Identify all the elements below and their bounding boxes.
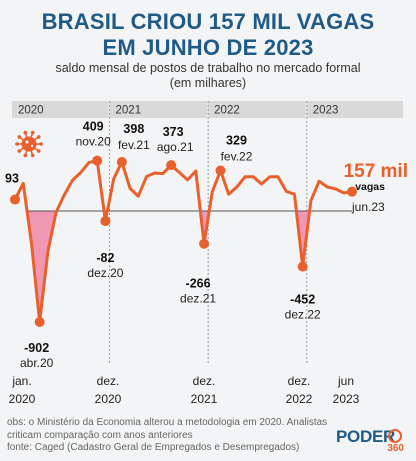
annotation-point <box>34 317 45 327</box>
virus-spike-tip <box>23 130 28 135</box>
virus-spike-tip <box>39 142 43 146</box>
annotation-date: nov.20 <box>76 135 111 149</box>
year-band-label: 2020 <box>18 105 44 117</box>
annotation-date: abr.20 <box>20 356 54 370</box>
x-tick-label: dez. <box>97 374 120 388</box>
x-tick-label: dez. <box>288 374 311 388</box>
virus-spike-tip <box>23 153 28 158</box>
annotation-value: 409 <box>83 120 104 134</box>
annotation-point <box>166 160 177 171</box>
virus-spike-tip <box>15 142 19 146</box>
annotation-date: dez.20 <box>87 266 123 280</box>
x-tick-year: 2021 <box>191 392 218 406</box>
annotation-value: -266 <box>186 277 211 291</box>
annotation-date: dez.21 <box>180 292 216 306</box>
source-note: fonte: Caged (Cadastro Geral de Empregad… <box>7 442 300 453</box>
poder360-logo: PODER 360 <box>336 425 408 459</box>
year-band <box>208 101 306 118</box>
x-tick-year: 2020 <box>95 392 122 406</box>
highlight-unit: vagas <box>355 181 385 193</box>
virus-spike-tip <box>30 130 35 135</box>
annotation-value: 93 <box>5 172 19 186</box>
annotation-value: 398 <box>123 122 144 136</box>
annotation-point <box>215 165 226 176</box>
virus-spike-tip <box>30 153 35 158</box>
footnotes: obs: o Ministério da Economia alterou a … <box>7 417 337 455</box>
negative-area <box>296 211 310 267</box>
annotation-date: dez.22 <box>285 308 321 322</box>
annotation-value: 329 <box>226 134 247 148</box>
annotation-point <box>116 157 127 168</box>
highlight-point <box>347 186 357 197</box>
logo-circle-icon <box>388 429 402 443</box>
series-line <box>13 159 354 324</box>
annotation-date: ago.21 <box>157 140 194 154</box>
annotation-value: 373 <box>163 125 184 139</box>
annotation-point <box>92 155 103 166</box>
virus-spike-tip <box>36 149 41 153</box>
virus-spike-tip <box>17 135 22 139</box>
chart-title-line2: EM JUNHO DE 2023 <box>102 35 314 60</box>
virus-spike-tip <box>36 135 41 139</box>
x-tick-year: 2020 <box>9 392 36 406</box>
annotation-date: fev.21 <box>118 138 150 152</box>
x-tick-label: jan. <box>11 374 31 388</box>
annotation-point <box>100 216 111 227</box>
annotation-value: -452 <box>290 293 315 307</box>
x-tick-year: 2022 <box>286 392 313 406</box>
x-tick-label: dez. <box>193 374 216 388</box>
year-band <box>109 101 208 118</box>
year-band-label: 2022 <box>214 105 240 117</box>
year-band <box>12 101 109 118</box>
logo-number: 360 <box>387 443 404 454</box>
annotation-point <box>297 261 308 272</box>
logo-text: PODER <box>336 427 395 446</box>
x-tick-label: jun <box>337 374 354 388</box>
virus-dot <box>30 144 34 148</box>
annotation-date: fev.22 <box>221 150 253 164</box>
coronavirus-icon <box>21 136 37 152</box>
year-band-label: 2023 <box>313 105 339 117</box>
highlight-value: 157 mil <box>344 161 408 182</box>
annotation-point <box>199 238 210 249</box>
annotation-point <box>10 194 20 205</box>
x-tick-year: 2023 <box>333 392 360 406</box>
virus-spike-tip <box>17 149 22 153</box>
year-band-label: 2021 <box>116 105 142 117</box>
chart-subtitle-line2: (em milhares) <box>169 76 247 90</box>
chart-subtitle: saldo mensal de postos de trabalho no me… <box>55 61 361 75</box>
virus-dot <box>25 140 29 144</box>
annotation-value: -82 <box>96 251 114 265</box>
chart-title: BRASIL CRIOU 157 MIL VAGAS <box>41 9 375 34</box>
annotation-value: -902 <box>24 341 49 355</box>
highlight-date: jun.23 <box>351 200 385 214</box>
methodology-note: obs: o Ministério da Economia alterou a … <box>7 417 328 441</box>
year-band <box>306 101 403 118</box>
